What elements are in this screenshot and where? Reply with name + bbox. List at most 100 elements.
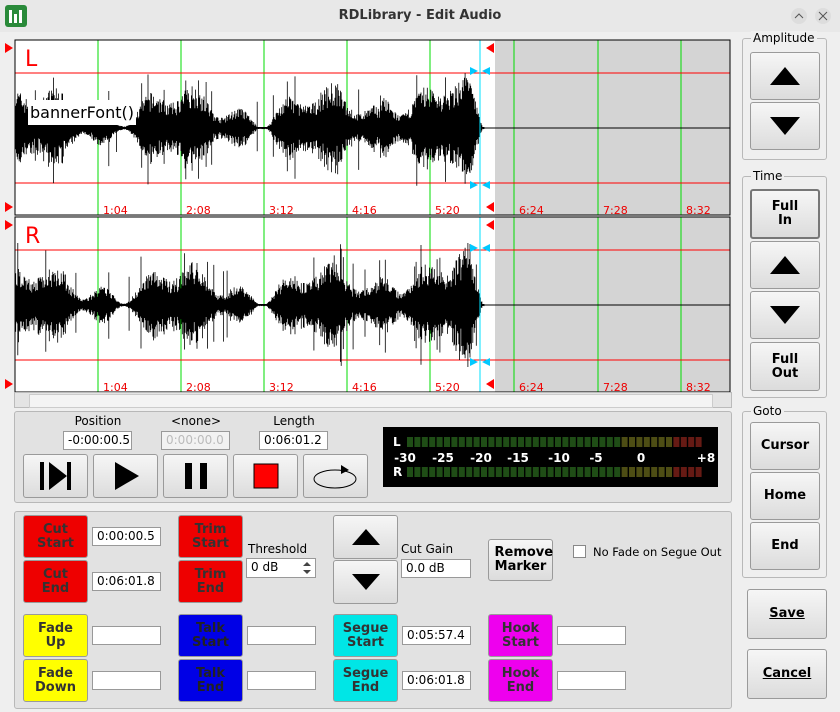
meter-segment [673, 467, 680, 477]
time-label: 2:08 [186, 204, 211, 217]
titlebar: RDLibrary - Edit Audio [0, 0, 840, 32]
meter-segment [569, 437, 576, 447]
gain-down[interactable] [333, 560, 398, 604]
meter-segment [510, 437, 517, 447]
fade-down-button[interactable]: Fade Down [23, 659, 88, 702]
spin-arrows[interactable] [300, 559, 315, 577]
cancel-button[interactable]: Cancel [747, 649, 827, 699]
segue-start-button[interactable]: Segue Start [333, 614, 398, 657]
meter-segment [562, 467, 569, 477]
meter-segment [510, 467, 517, 477]
marker [5, 43, 13, 53]
meter-segment [680, 467, 687, 477]
cut-start-button[interactable]: Cut Start [23, 515, 88, 558]
meter-segment [414, 467, 421, 477]
meter-segment [651, 437, 658, 447]
stop[interactable] [233, 454, 298, 498]
time-field[interactable]: 0:00:00.5 [92, 527, 161, 546]
time-field[interactable] [247, 671, 316, 690]
goto-end[interactable]: End [750, 522, 820, 570]
window-title: RDLibrary - Edit Audio [338, 8, 502, 23]
zoom-up[interactable] [750, 241, 820, 289]
time-field[interactable] [247, 626, 316, 645]
time-label: 5:20 [435, 381, 460, 394]
time-field[interactable]: 0:06:01.8 [92, 572, 161, 591]
label: Cut End [41, 566, 70, 596]
meter-segment [444, 467, 450, 477]
meter-segment [451, 437, 458, 447]
time-field[interactable] [557, 671, 626, 690]
meter-segment [577, 467, 584, 477]
label: Hook End [501, 665, 540, 695]
time-field[interactable]: 0:06:01.8 [402, 671, 471, 690]
marker [5, 379, 13, 389]
h-scrollbar[interactable] [14, 392, 732, 408]
amp-down[interactable] [750, 102, 820, 150]
label: Cut Start [37, 521, 74, 551]
play[interactable] [93, 454, 158, 498]
time-field[interactable] [92, 626, 161, 645]
meter-segment [688, 437, 695, 447]
meter-segment [636, 437, 643, 447]
group-label: Time [751, 169, 785, 183]
marker [486, 202, 494, 212]
meter-channel: L [393, 435, 401, 449]
full-in[interactable]: Full In [750, 189, 820, 239]
zoom-down[interactable] [750, 291, 820, 339]
hook-end-button[interactable]: Hook End [488, 659, 553, 702]
checkbox[interactable] [573, 545, 586, 558]
gain-up[interactable] [333, 515, 398, 559]
label: Trim Start [192, 521, 229, 551]
time-field[interactable]: 0:05:57.4 [402, 626, 471, 645]
time-group: Time [742, 169, 827, 398]
group-label: Amplitude [751, 31, 817, 45]
meter-segment [532, 467, 539, 477]
goto-cursor[interactable]: Cursor [750, 422, 820, 470]
overlay-text: bannerFont() [28, 100, 136, 125]
meter-segment [629, 437, 635, 447]
meter-segment [658, 467, 665, 477]
play-from-start[interactable] [23, 454, 88, 498]
position-field[interactable]: -0:00:00.5 [63, 431, 132, 450]
remove-marker[interactable]: Remove Marker [488, 539, 553, 581]
length-field[interactable]: 0:06:01.2 [259, 431, 328, 450]
meter-segment [481, 467, 487, 477]
meter-segment [540, 437, 547, 447]
cut-end-button[interactable]: Cut End [23, 560, 88, 603]
meter-segment [518, 467, 524, 477]
meter-segment [466, 467, 473, 477]
label: Segue End [342, 665, 389, 695]
full-out[interactable]: Full Out [750, 342, 820, 391]
meter-scale: -10 [548, 451, 570, 465]
window-controls[interactable] [790, 7, 836, 25]
save-button[interactable]: Save [747, 589, 827, 639]
channel-label: L [25, 47, 38, 72]
amp-up[interactable] [750, 52, 820, 100]
meter-segment [606, 437, 613, 447]
meter-segment [458, 467, 465, 477]
meter-scale: -30 [394, 451, 416, 465]
meter-segment [651, 467, 658, 477]
marker [5, 220, 13, 230]
time-field[interactable] [92, 671, 161, 690]
talk-start-button[interactable]: Talk Start [178, 614, 243, 657]
goto-home[interactable]: Home [750, 472, 820, 520]
waveform[interactable]: L 1:04 2:08 3:12 4:16 5:20 6:24 7:28 8:32 R 1:04 2:… [0, 38, 735, 394]
label: Talk End [195, 665, 226, 695]
loop[interactable] [303, 454, 368, 498]
cut-gain-field[interactable]: 0.0 dB [401, 559, 471, 578]
trim-end-button[interactable]: Trim End [178, 560, 243, 603]
fade-up-button[interactable]: Fade Up [23, 614, 88, 657]
time-field[interactable] [557, 626, 626, 645]
meter-segment [569, 467, 576, 477]
segue-end-button[interactable]: Segue End [333, 659, 398, 702]
meter-segment [488, 467, 495, 477]
talk-end-button[interactable]: Talk End [178, 659, 243, 702]
meter-segment [495, 467, 502, 477]
trim-start-button[interactable]: Trim Start [178, 515, 243, 558]
meter-segment [473, 467, 480, 477]
group-label: Goto [751, 404, 784, 418]
hook-start-button[interactable]: Hook Start [488, 614, 553, 657]
pause[interactable] [163, 454, 228, 498]
threshold-spin[interactable]: 0 dB [246, 558, 316, 578]
